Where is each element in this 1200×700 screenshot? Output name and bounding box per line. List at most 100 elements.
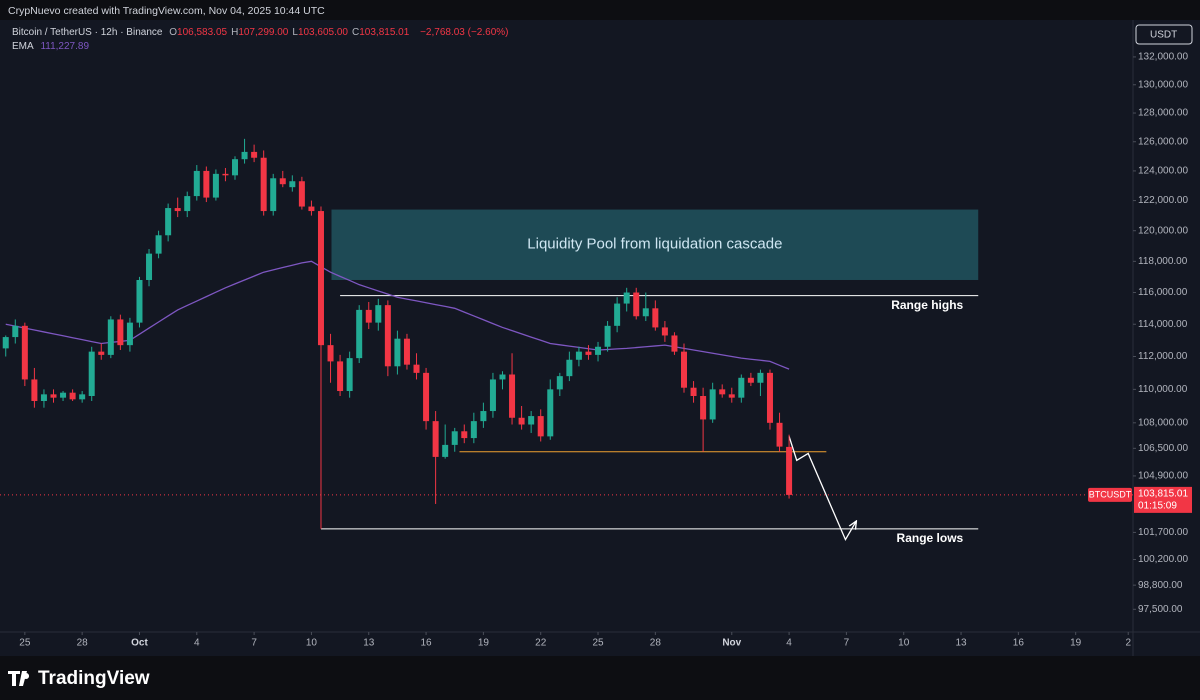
y-tick-label: 104,900.00 [1138, 471, 1188, 482]
symbol-tag: BTCUSDT [1089, 489, 1132, 499]
x-tick-label: 25 [592, 638, 604, 649]
candle-body [88, 351, 95, 397]
ohlc-value: 107,299.00 [238, 27, 289, 38]
legend-row: EMA 111,227.89 [12, 41, 93, 52]
footer-logo [8, 671, 30, 686]
y-tick-label: 132,000.00 [1138, 52, 1188, 63]
ema-line [5, 260, 790, 370]
ohlc-key: L [292, 27, 298, 38]
legend-row: Bitcoin / TetherUS · 12h · Binance O106,… [12, 27, 512, 38]
candle-body [317, 211, 324, 346]
credit: CrypNuevo created with TradingView.com, … [8, 5, 325, 17]
candle-body [671, 335, 678, 352]
candle-body [308, 206, 315, 212]
x-tick-label: 19 [1070, 638, 1082, 649]
candle-body [585, 351, 592, 355]
candle-body [146, 253, 153, 280]
x-tick-label: Nov [722, 638, 741, 649]
candle-body [184, 196, 191, 212]
candle-body [556, 376, 563, 390]
annotation-text: Liquidity Pool from liquidation cascade [527, 236, 782, 253]
x-tick-label: 7 [844, 638, 850, 649]
x-tick-label: 10 [898, 638, 910, 649]
candle-body [690, 387, 697, 397]
candle-body [518, 417, 525, 425]
candle-body [165, 208, 172, 236]
y-tick-label: 130,000.00 [1138, 79, 1188, 90]
candle-body [537, 416, 544, 437]
ohlc-key: C [352, 27, 360, 38]
candle-body [174, 208, 181, 212]
chart-background [0, 20, 1200, 656]
candle-body [21, 325, 28, 380]
candle-body [337, 361, 344, 392]
x-tick-label: 10 [306, 638, 318, 649]
candle-body [432, 421, 439, 457]
candle-body [566, 359, 573, 377]
x-tick-label: 7 [251, 638, 257, 649]
x-tick-label: Oct [131, 638, 148, 649]
annotation-label: Range highs [891, 298, 963, 312]
candle-body [786, 446, 793, 495]
candle-body [12, 325, 19, 338]
candle-body [681, 351, 688, 388]
y-tick-label: 110,000.00 [1138, 384, 1188, 395]
candle-body [346, 358, 353, 392]
ohlc-value: 103,815.01 [359, 27, 410, 38]
candle-body [700, 396, 707, 420]
candle-body [155, 235, 162, 254]
candle-body [461, 431, 468, 439]
candle-body [60, 392, 67, 398]
candle-body [451, 431, 458, 445]
x-tick-label: 2 [1125, 638, 1131, 649]
candle-body [222, 173, 229, 176]
candle-body [117, 319, 124, 346]
currency-box [1135, 24, 1193, 45]
candle-body [232, 159, 239, 176]
x-tick-label: 28 [650, 638, 662, 649]
candle-body [623, 292, 630, 304]
candle-body [633, 292, 640, 317]
candle-body [575, 351, 582, 360]
candle-body [652, 308, 659, 328]
x-tick-label: 16 [1013, 638, 1025, 649]
x-tick-label: 16 [421, 638, 433, 649]
candle-body [757, 372, 764, 383]
candle-body [251, 151, 258, 158]
candle-body [31, 379, 38, 402]
y-tick-label: 126,000.00 [1138, 136, 1188, 147]
x-tick-label: 22 [535, 638, 547, 649]
price-tag: 103,815.01 [1138, 489, 1188, 500]
candle-body [719, 389, 726, 395]
indicator-name: EMA [12, 41, 34, 52]
candle-body [470, 421, 477, 439]
candle-body [489, 379, 496, 412]
price-tag-bg [1134, 486, 1192, 513]
x-tick-label: 13 [955, 638, 967, 649]
x-tick-label: 28 [77, 638, 89, 649]
candle-body [413, 364, 420, 373]
y-tick-label: 118,000.00 [1138, 256, 1188, 267]
candle-body [212, 173, 219, 198]
candle-body [327, 345, 334, 362]
x-tick-label: 13 [363, 638, 375, 649]
projection-path [788, 436, 856, 542]
candle-body [365, 309, 372, 323]
candle-body [614, 303, 621, 326]
candle-body [728, 394, 735, 398]
candle-body [107, 319, 114, 355]
candle-body [241, 151, 248, 160]
candle-body [79, 394, 86, 400]
candle-body [270, 178, 277, 212]
y-tick-label: 128,000.00 [1138, 108, 1188, 119]
ohlc-key: H [231, 27, 239, 38]
annotation-label: Range lows [897, 531, 964, 545]
x-tick-label: 25 [19, 638, 31, 649]
candle-body [442, 444, 449, 457]
y-tick-label: 116,000.00 [1138, 287, 1188, 298]
footer-brand: TradingView [38, 668, 150, 689]
candle-body [595, 346, 602, 355]
ohlc-key: O [169, 27, 178, 38]
countdown: 01:15:09 [1138, 501, 1177, 512]
